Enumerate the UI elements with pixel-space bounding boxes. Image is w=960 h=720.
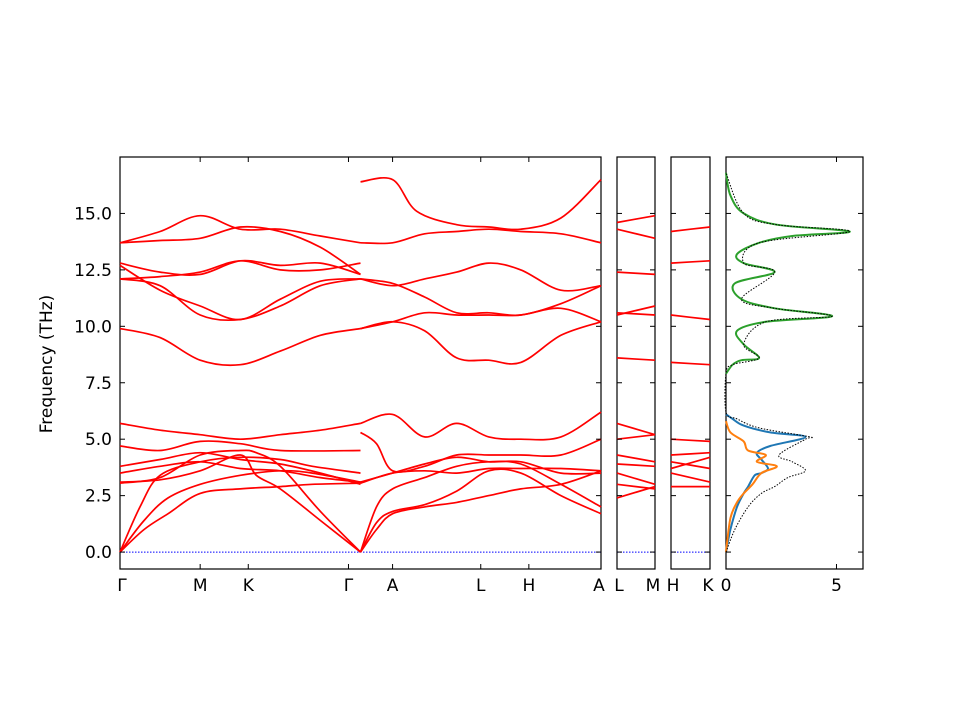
y-axis-label: Frequency (THz) (37, 295, 57, 434)
y-tick-label: 5.0 (85, 430, 112, 450)
band-line (616, 271, 656, 276)
x-tick-label: Γ (344, 576, 354, 596)
band-line (616, 311, 656, 316)
band-line (670, 456, 711, 470)
band-line (359, 468, 602, 553)
dos-line (725, 172, 851, 375)
band-line (670, 314, 711, 321)
axes-frame-dos (725, 156, 864, 570)
band-line (616, 454, 656, 463)
y-tick-label: 7.5 (85, 374, 112, 394)
band-line (360, 262, 602, 292)
band-line (670, 438, 711, 443)
band-line (670, 259, 711, 264)
band-line (119, 259, 361, 276)
band-line (670, 472, 711, 483)
band-line (360, 411, 602, 441)
dos-line (725, 413, 807, 553)
y-tick-label: 2.5 (85, 487, 112, 507)
band-line (119, 278, 361, 322)
band-line (119, 449, 362, 553)
band-line (360, 278, 602, 317)
band-line (670, 361, 711, 366)
band-line (119, 482, 361, 553)
band-line (119, 214, 361, 244)
band-line (670, 226, 711, 233)
x-tick-label: M (646, 576, 661, 596)
y-tick-label: 12.5 (74, 261, 112, 281)
band-line (616, 228, 656, 240)
band-line (119, 264, 361, 321)
x-tick-label: A (593, 576, 605, 596)
band-line (119, 327, 361, 367)
dos-line (725, 420, 778, 553)
plot-area: 0.02.55.07.510.012.515.0Γ M K Γ A L H A L M H K 0 5 (74, 156, 864, 596)
x-tick-label: H (667, 576, 680, 596)
band-line (670, 451, 711, 456)
y-tick-label: 15.0 (74, 204, 112, 224)
x-tick-label: M (193, 576, 208, 596)
x-tick-label: L (614, 576, 624, 596)
band-line (119, 454, 362, 553)
x-tick-label: Γ (117, 576, 127, 596)
band-line (670, 460, 711, 470)
band-line (360, 228, 602, 245)
x-tick-label: A (387, 576, 399, 596)
band-line (119, 460, 361, 483)
band-line (616, 422, 656, 436)
band-line (616, 483, 656, 490)
x-tick-label: L (476, 576, 486, 596)
band-line (359, 460, 602, 553)
band-line (119, 451, 361, 486)
band-line (360, 176, 602, 231)
axes-frame-band-main (119, 156, 602, 570)
band-line (616, 357, 656, 362)
x-tick-label: K (702, 576, 714, 596)
band-line (119, 225, 361, 276)
band-line (616, 214, 656, 224)
band-line (119, 440, 361, 452)
band-line (119, 422, 361, 441)
y-tick-label: 10.0 (74, 317, 112, 337)
x-tick-label: K (243, 576, 255, 596)
dos-line (724, 172, 851, 553)
band-line (616, 305, 656, 316)
band-line (360, 467, 602, 485)
band-line (616, 485, 656, 499)
dos-x-tick-label: 0 (721, 576, 732, 596)
band-line (119, 456, 361, 553)
band-line (360, 320, 602, 365)
band-line (360, 431, 602, 473)
band-line (616, 472, 656, 486)
axes-frame-band-lm (616, 156, 656, 570)
x-tick-label: H (522, 576, 535, 596)
band-line (616, 463, 656, 468)
dos-x-tick-label: 5 (831, 576, 842, 596)
band-line (359, 469, 602, 553)
band-line (119, 469, 361, 553)
band-line (360, 307, 602, 330)
y-tick-label: 0.0 (85, 543, 112, 563)
band-line (616, 433, 656, 441)
